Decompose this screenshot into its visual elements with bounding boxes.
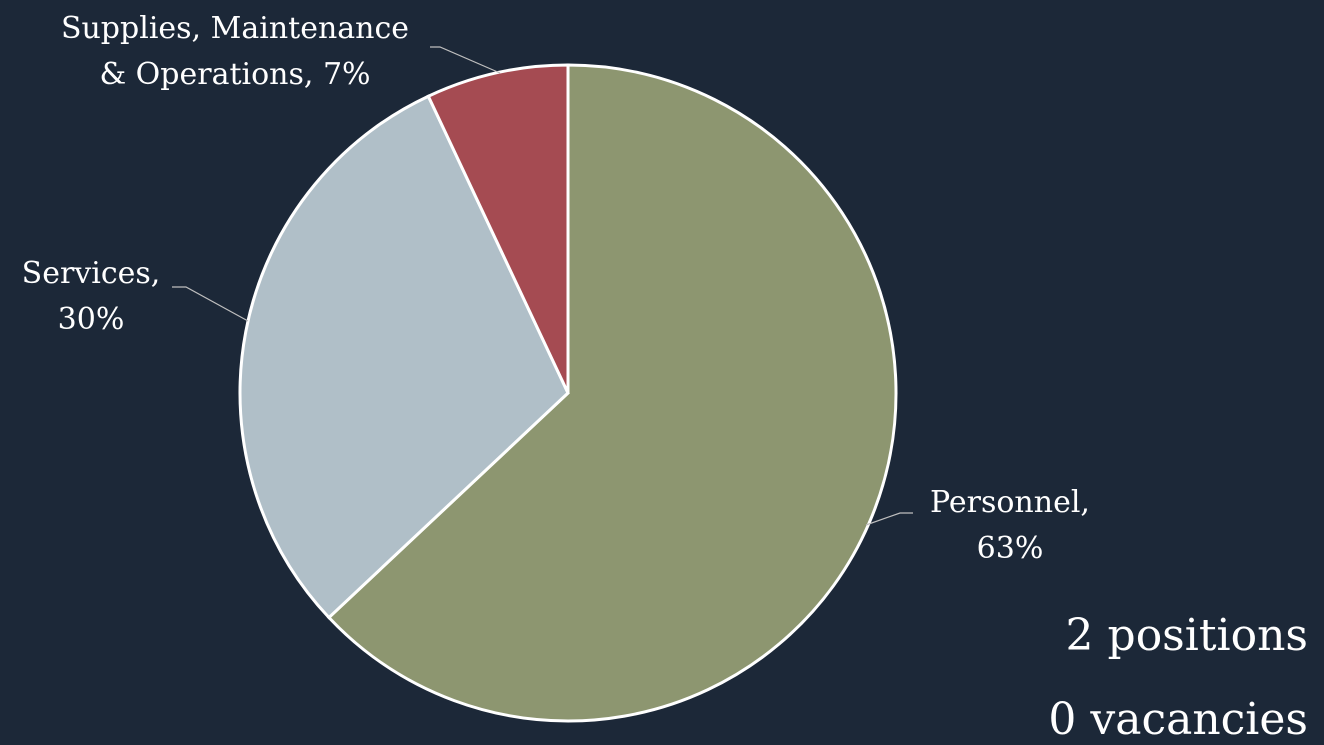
data-label-services: Services, 30% bbox=[22, 256, 161, 337]
pie-slices bbox=[238, 63, 898, 723]
vacancies-count: 0 vacancies bbox=[1048, 694, 1308, 745]
leader-line-services bbox=[172, 286, 249, 322]
pie-slice-supplies-maintenance-operations bbox=[426, 63, 570, 394]
data-labels: Personnel, 63% Services, 30% Supplies, Maint… bbox=[22, 11, 1090, 566]
positions-count: 2 positions bbox=[1065, 610, 1308, 661]
leader-lines bbox=[172, 46, 913, 526]
data-label-supplies-maintenance-operations: Supplies, Maintenance & Operations, 7% bbox=[61, 11, 409, 92]
leader-line-supplies-maintenance-operations bbox=[430, 46, 501, 74]
pie-slice-personnel bbox=[326, 63, 898, 723]
data-label-personnel: Personnel, 63% bbox=[930, 485, 1090, 566]
leader-line-personnel bbox=[865, 512, 913, 526]
pie-slice-services bbox=[238, 94, 570, 620]
